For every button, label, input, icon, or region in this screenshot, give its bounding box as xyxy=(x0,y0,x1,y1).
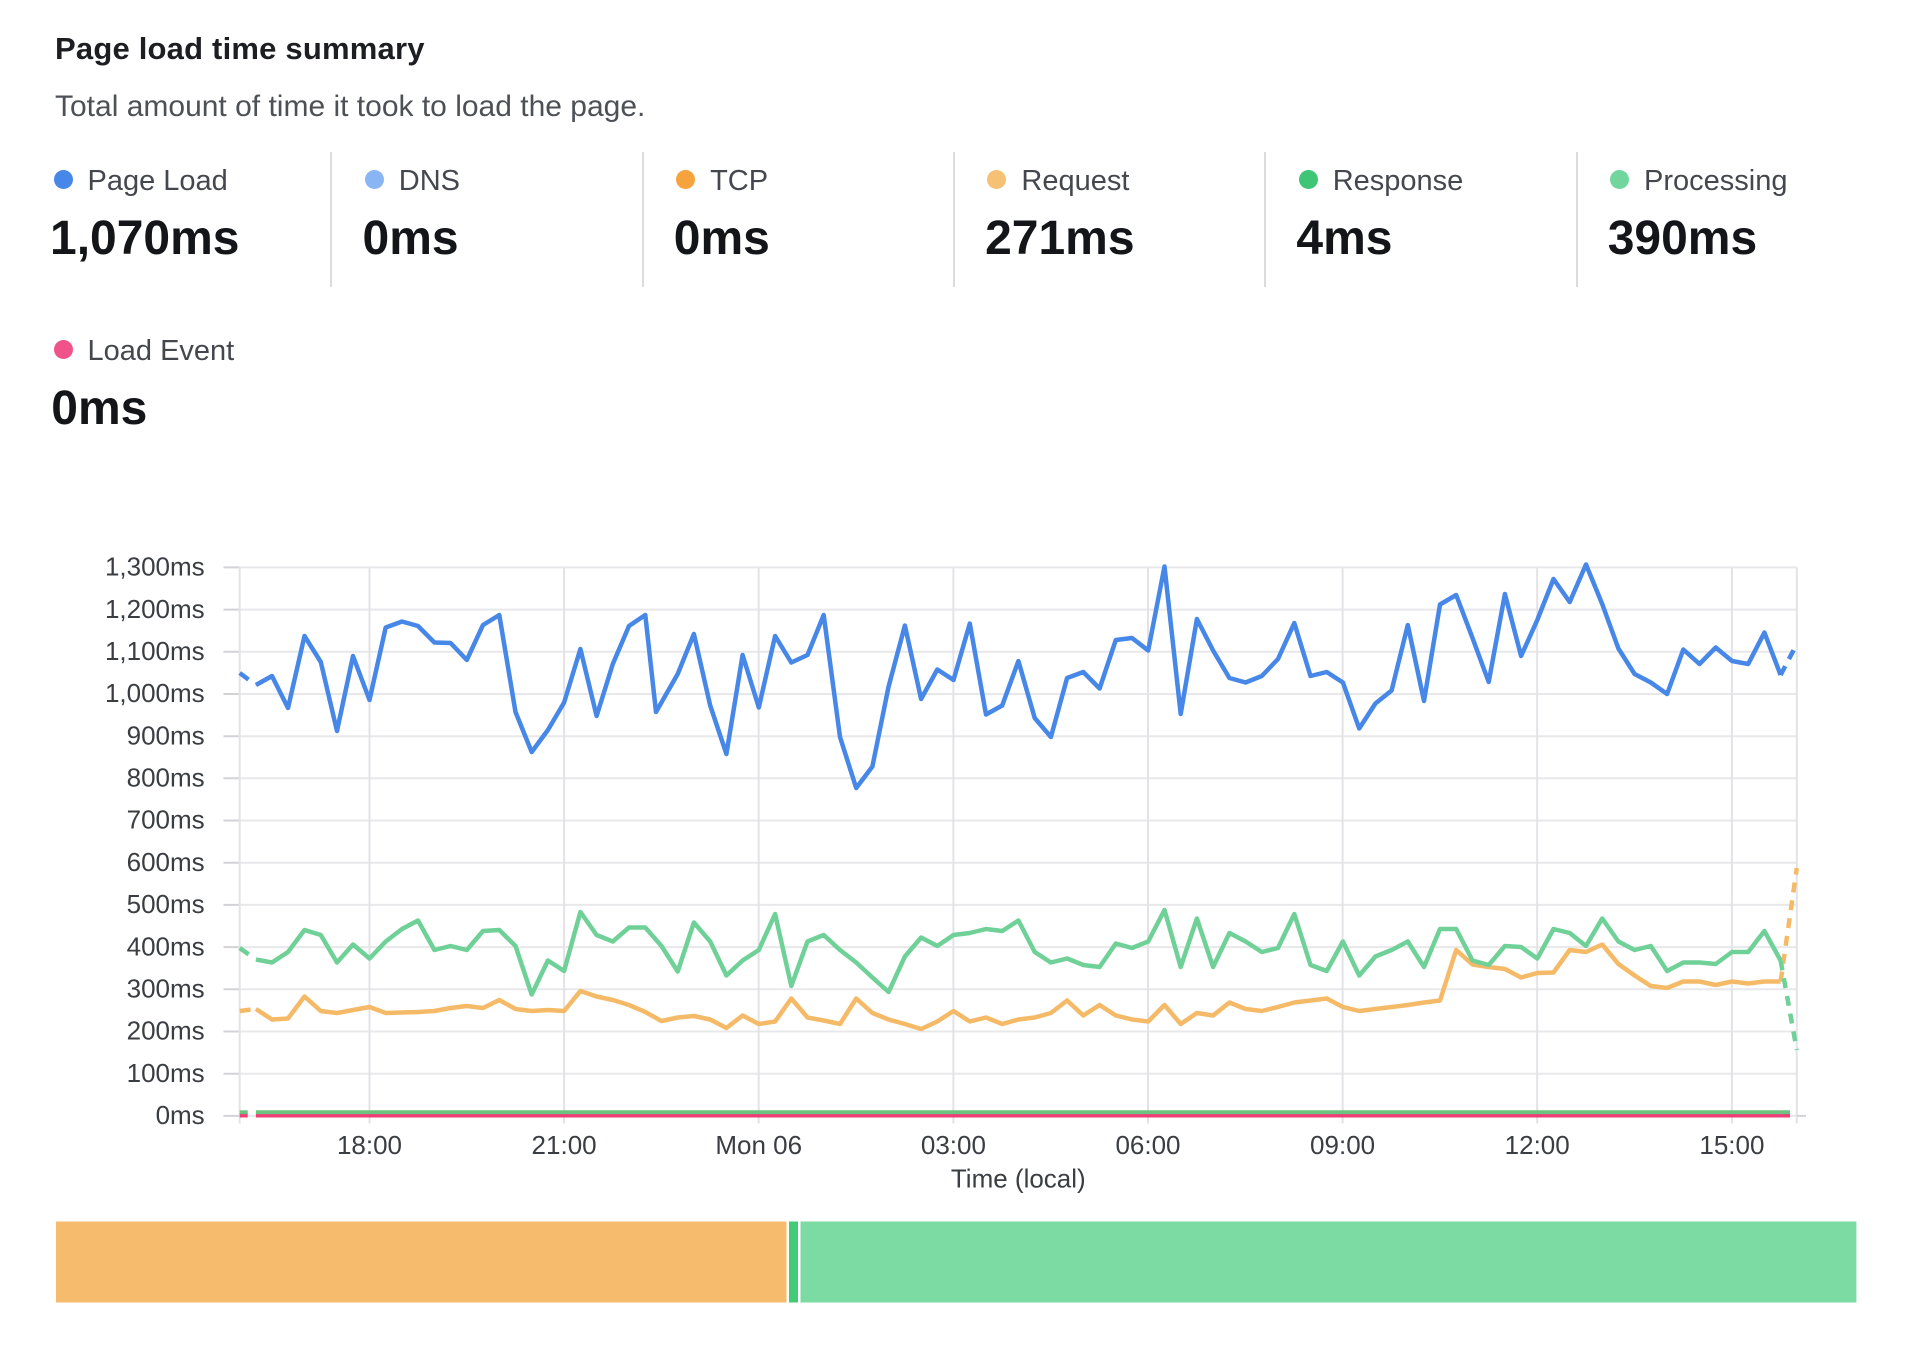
svg-text:500ms: 500ms xyxy=(127,889,205,919)
svg-text:400ms: 400ms xyxy=(127,931,205,961)
svg-text:12:00: 12:00 xyxy=(1505,1130,1570,1160)
svg-text:300ms: 300ms xyxy=(127,974,205,1004)
svg-text:700ms: 700ms xyxy=(127,805,205,835)
svg-text:09:00: 09:00 xyxy=(1310,1130,1375,1160)
svg-text:18:00: 18:00 xyxy=(337,1130,402,1160)
svg-text:15:00: 15:00 xyxy=(1699,1130,1764,1160)
svg-text:0ms: 0ms xyxy=(156,1100,205,1130)
svg-text:1,300ms: 1,300ms xyxy=(105,552,205,582)
svg-text:Mon 06: Mon 06 xyxy=(715,1130,802,1160)
svg-text:900ms: 900ms xyxy=(127,720,205,750)
svg-text:1,000ms: 1,000ms xyxy=(105,678,205,708)
svg-text:1,200ms: 1,200ms xyxy=(105,594,205,624)
svg-text:200ms: 200ms xyxy=(127,1016,205,1046)
svg-text:Time (local): Time (local) xyxy=(951,1164,1086,1194)
svg-text:600ms: 600ms xyxy=(127,847,205,877)
svg-text:800ms: 800ms xyxy=(127,763,205,793)
svg-text:21:00: 21:00 xyxy=(532,1130,597,1160)
svg-text:100ms: 100ms xyxy=(127,1058,205,1088)
svg-text:06:00: 06:00 xyxy=(1115,1130,1180,1160)
svg-text:03:00: 03:00 xyxy=(921,1130,986,1160)
svg-text:1,100ms: 1,100ms xyxy=(105,636,205,666)
